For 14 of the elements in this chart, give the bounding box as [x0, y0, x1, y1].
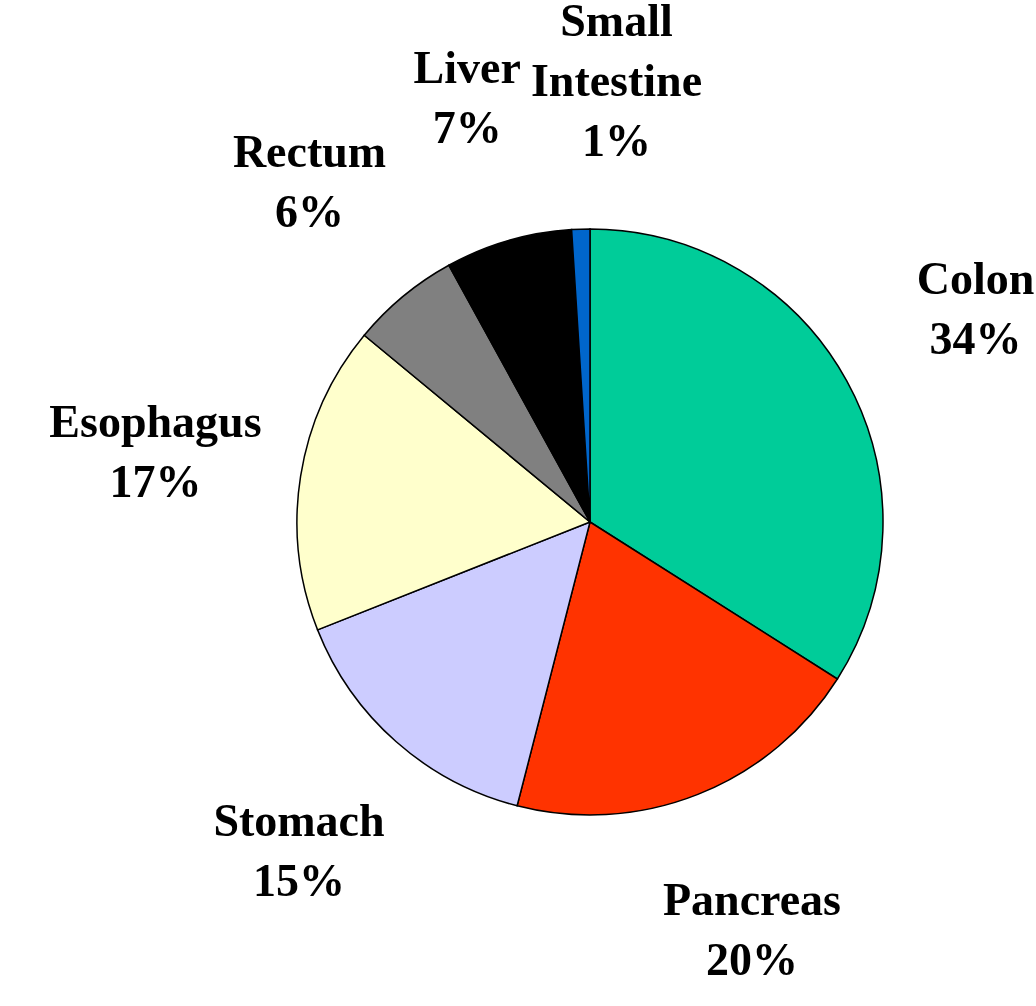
- data-label: 17%: [109, 456, 202, 508]
- data-label: 34%: [929, 313, 1022, 365]
- slice-label: Rectum: [232, 125, 387, 177]
- data-label: 6%: [275, 185, 345, 237]
- data-label: 15%: [253, 855, 346, 907]
- slice-label: Pancreas: [662, 874, 841, 926]
- data-label: 7%: [432, 102, 502, 154]
- data-label: 1%: [582, 115, 652, 167]
- data-label: 20%: [705, 934, 798, 986]
- slice-label: Esophagus: [49, 396, 262, 448]
- slice-label: Stomach: [213, 795, 385, 847]
- slice-label: Liver: [413, 42, 521, 94]
- slice-label: Colon: [916, 253, 1035, 305]
- slice-label: Small Intestine: [530, 0, 703, 107]
